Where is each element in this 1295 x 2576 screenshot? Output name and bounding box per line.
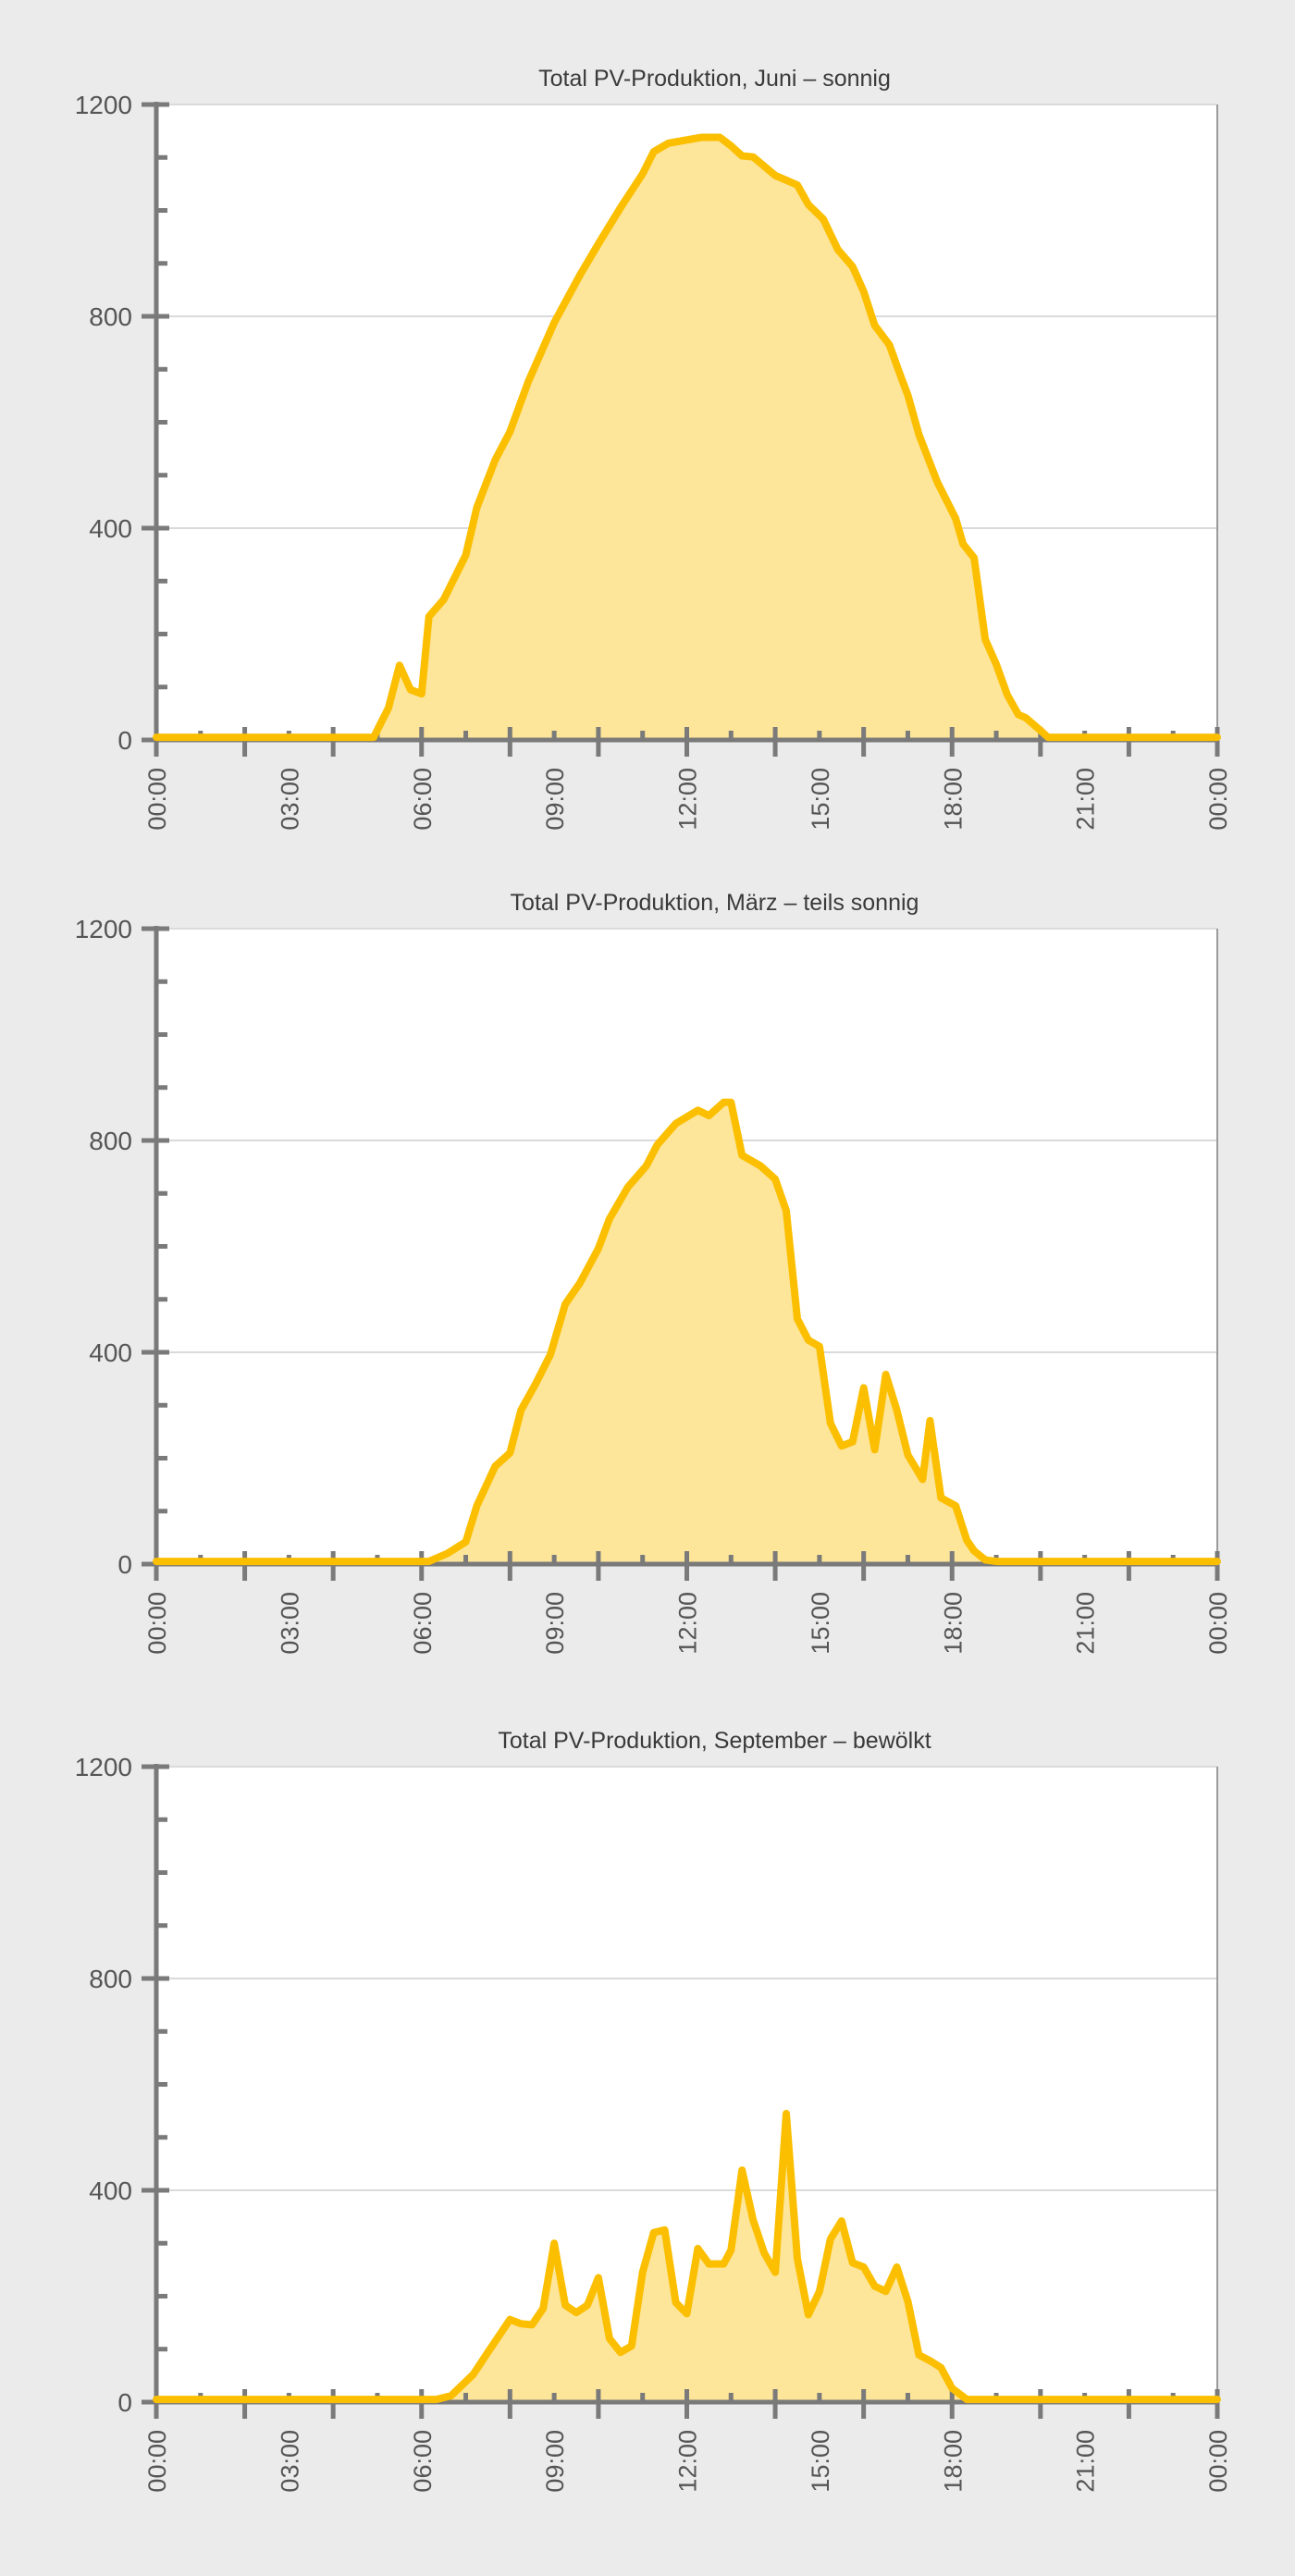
chart-title: Total PV-Produktion, März – teils sonnig (511, 890, 919, 916)
x-tick-label: 03:00 (276, 1592, 303, 1655)
y-tick-label: 0 (117, 726, 132, 755)
x-tick-label: 18:00 (939, 1592, 967, 1655)
x-tick-label: 00:00 (1204, 1592, 1232, 1655)
chart-march: Total PV-Produktion, März – teils sonnig… (0, 873, 1295, 1687)
x-tick-label: 15:00 (807, 2430, 834, 2493)
chart-svg: Total PV-Produktion, Juni – sonnig 0 400 80… (75, 66, 1232, 831)
x-tick-label: 21:00 (1072, 1592, 1100, 1655)
chart-svg: Total PV-Produktion, März – teils sonnig… (75, 890, 1232, 1655)
x-tick-label: 21:00 (1072, 2430, 1100, 2493)
x-tick-label: 09:00 (541, 2430, 569, 2493)
chart-september: Total PV-Produktion, September – bewölkt… (0, 1711, 1295, 2525)
x-tick-label: 00:00 (143, 768, 171, 831)
y-tick-label: 0 (117, 1550, 132, 1579)
x-tick-label: 00:00 (1204, 768, 1232, 831)
y-tick-label: 800 (89, 1965, 132, 1993)
x-tick-label: 06:00 (409, 768, 437, 831)
x-tick-label: 12:00 (674, 768, 702, 831)
series-area-fill (156, 1102, 1217, 1564)
series-area-fill (156, 2114, 1217, 2402)
series-line (153, 2110, 1221, 2404)
x-tick-label: 15:00 (807, 1592, 834, 1655)
x-tick-label: 12:00 (674, 2430, 702, 2493)
x-tick-label: 06:00 (409, 2430, 437, 2493)
y-tick-label: 800 (89, 302, 132, 331)
y-tick-label: 400 (89, 514, 132, 543)
x-tick-label: 09:00 (541, 1592, 569, 1655)
x-tick-label: 00:00 (1204, 2430, 1232, 2493)
series-area-fill (156, 137, 1217, 740)
x-tick-label: 15:00 (807, 768, 834, 831)
x-tick-label: 21:00 (1072, 768, 1100, 831)
x-tick-label: 09:00 (541, 768, 569, 831)
chart-june: Total PV-Produktion, Juni – sonnig 0 400 80… (0, 49, 1295, 863)
y-tick-label: 400 (89, 1338, 132, 1367)
x-tick-label: 18:00 (939, 768, 967, 831)
x-tick-label: 06:00 (409, 1592, 437, 1655)
y-tick-label: 1200 (75, 1753, 132, 1781)
x-tick-label: 12:00 (674, 1592, 702, 1655)
y-tick-label: 1200 (75, 915, 132, 943)
y-tick-label: 800 (89, 1127, 132, 1155)
y-tick-label: 1200 (75, 91, 132, 119)
chart-svg: Total PV-Produktion, September – bewölkt… (75, 1728, 1232, 2493)
chart-title: Total PV-Produktion, September – bewölkt (498, 1728, 931, 1754)
y-tick-label: 400 (89, 2176, 132, 2205)
x-tick-label: 03:00 (276, 768, 303, 831)
series-line (153, 133, 1221, 742)
chart-title: Total PV-Produktion, Juni – sonnig (538, 66, 891, 92)
x-tick-label: 00:00 (143, 1592, 171, 1655)
x-tick-label: 03:00 (276, 2430, 303, 2493)
x-tick-label: 18:00 (939, 2430, 967, 2493)
x-tick-label: 00:00 (143, 2430, 171, 2493)
y-tick-label: 0 (117, 2388, 132, 2417)
series-line (153, 1098, 1221, 1566)
